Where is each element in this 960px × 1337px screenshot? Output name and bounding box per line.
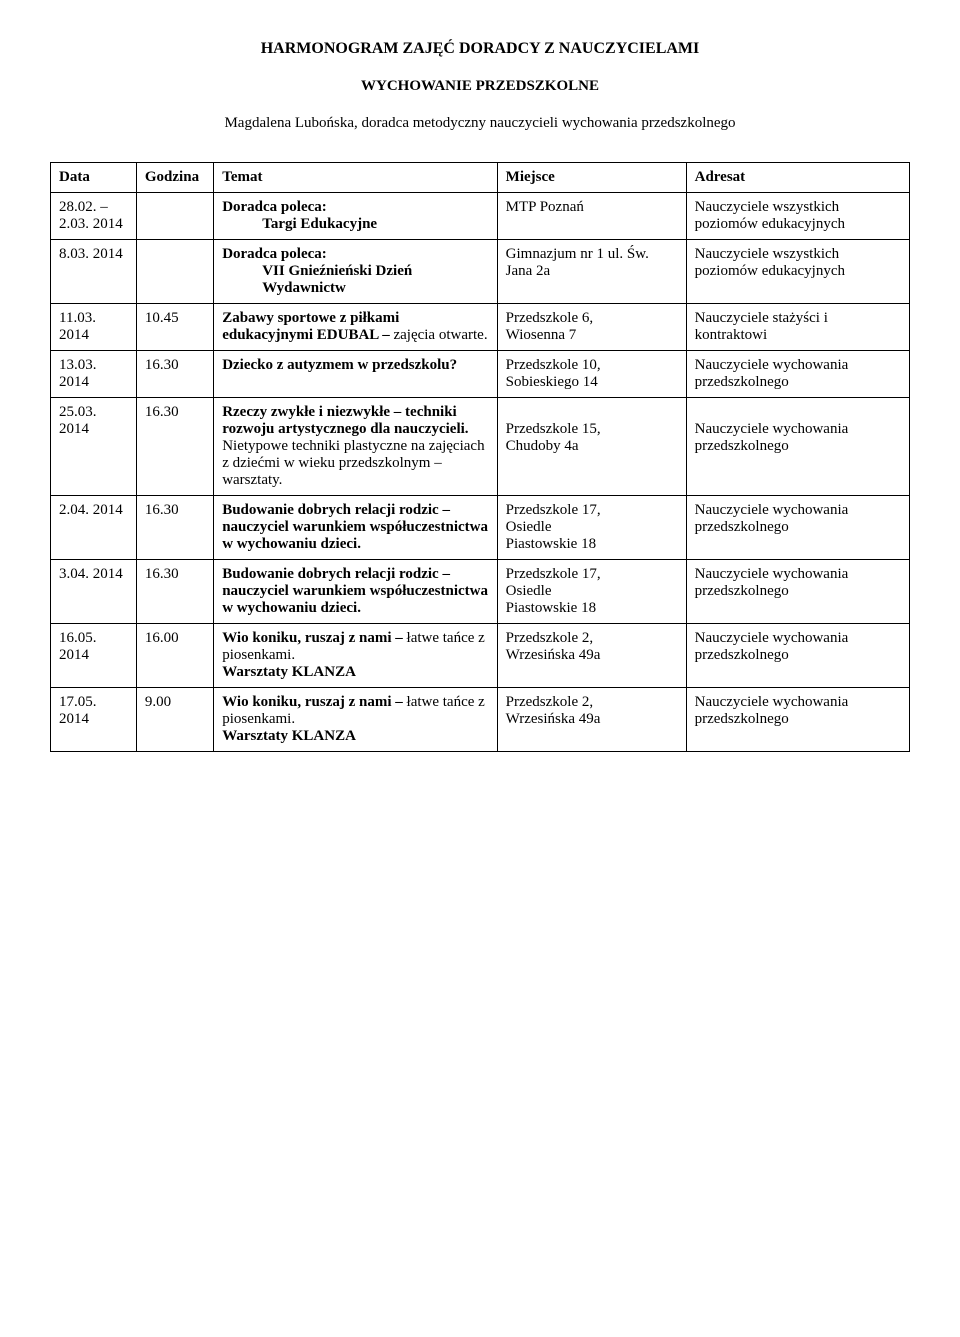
- cell-temat: Zabawy sportowe z piłkami edukacyjnymi E…: [214, 304, 497, 351]
- table-row: 17.05. 2014 9.00 Wio koniku, ruszaj z na…: [51, 688, 910, 752]
- cell-temat: Rzeczy zwykłe i niezwykłe – techniki roz…: [214, 398, 497, 496]
- cell-godzina: [136, 193, 213, 240]
- cell-temat: Doradca poleca: Targi Edukacyjne: [214, 193, 497, 240]
- header-godzina: Godzina: [136, 163, 213, 193]
- cell-miejsce: MTP Poznań: [497, 193, 686, 240]
- table-row: 8.03. 2014 Doradca poleca: VII Gnieźnień…: [51, 240, 910, 304]
- cell-miejsce: Przedszkole 17, Osiedle Piastowskie 18: [497, 560, 686, 624]
- cell-godzina: 16.30: [136, 560, 213, 624]
- cell-date: 3.04. 2014: [51, 560, 137, 624]
- header-adresat: Adresat: [686, 163, 909, 193]
- cell-miejsce: Przedszkole 2, Wrzesińska 49a: [497, 624, 686, 688]
- cell-adresat: Nauczyciele wychowania przedszkolnego: [686, 688, 909, 752]
- miejsce-line: Przedszkole 2,: [506, 630, 593, 646]
- miejsce-line: Sobieskiego 14: [506, 374, 598, 390]
- temat-sub: VII Gnieźnieński Dzień Wydawnictw: [222, 263, 488, 297]
- miejsce-line: Wiosenna 7: [506, 327, 577, 343]
- cell-miejsce: Gimnazjum nr 1 ul. Św. Jana 2a: [497, 240, 686, 304]
- cell-godzina: [136, 240, 213, 304]
- temat-bold: Dziecko z autyzmem w przedszkolu?: [222, 357, 457, 373]
- cell-godzina: 16.00: [136, 624, 213, 688]
- cell-adresat: Nauczyciele wychowania przedszkolnego: [686, 624, 909, 688]
- cell-godzina: 16.30: [136, 398, 213, 496]
- temat-bold2: Warsztaty KLANZA: [222, 728, 356, 744]
- cell-date: 25.03. 2014: [51, 398, 137, 496]
- cell-adresat: Nauczyciele wychowania przedszkolnego: [686, 496, 909, 560]
- miejsce-line: Przedszkole 6,: [506, 310, 593, 326]
- table-row: 3.04. 2014 16.30 Budowanie dobrych relac…: [51, 560, 910, 624]
- page-author: Magdalena Lubońska, doradca metodyczny n…: [50, 115, 910, 132]
- cell-date: 13.03. 2014: [51, 351, 137, 398]
- cell-adresat: Nauczyciele stażyści i kontraktowi: [686, 304, 909, 351]
- cell-temat: Wio koniku, ruszaj z nami – łatwe tańce …: [214, 624, 497, 688]
- temat-bold: Wio koniku, ruszaj z nami –: [222, 694, 403, 710]
- page-subtitle: WYCHOWANIE PRZEDSZKOLNE: [50, 78, 910, 95]
- temat-bold: Budowanie dobrych relacji rodzic – naucz…: [222, 502, 488, 552]
- cell-miejsce: Przedszkole 10, Sobieskiego 14: [497, 351, 686, 398]
- temat-sub: Targi Edukacyjne: [222, 216, 488, 233]
- cell-miejsce: Przedszkole 6, Wiosenna 7: [497, 304, 686, 351]
- temat-bold2: Warsztaty KLANZA: [222, 664, 356, 680]
- cell-godzina: 16.30: [136, 496, 213, 560]
- cell-date: 17.05. 2014: [51, 688, 137, 752]
- header-miejsce: Miejsce: [497, 163, 686, 193]
- cell-temat: Budowanie dobrych relacji rodzic – naucz…: [214, 496, 497, 560]
- cell-adresat: Nauczyciele wychowania przedszkolnego: [686, 351, 909, 398]
- miejsce-line: Osiedle: [506, 519, 552, 535]
- temat-bold: Doradca poleca:: [222, 199, 327, 215]
- cell-adresat: Nauczyciele wszystkich poziomów edukacyj…: [686, 240, 909, 304]
- temat-bold: Doradca poleca:: [222, 246, 327, 262]
- temat-bold: Budowanie dobrych relacji rodzic – naucz…: [222, 566, 488, 616]
- miejsce-line: Chudoby 4a: [506, 438, 579, 454]
- cell-godzina: 16.30: [136, 351, 213, 398]
- cell-miejsce: Przedszkole 15, Chudoby 4a: [497, 398, 686, 496]
- cell-temat: Doradca poleca: VII Gnieźnieński Dzień W…: [214, 240, 497, 304]
- cell-date: 28.02. – 2.03. 2014: [51, 193, 137, 240]
- cell-miejsce: Przedszkole 17, Osiedle Piastowskie 18: [497, 496, 686, 560]
- temat-plain: Nietypowe techniki plastyczne na zajęcia…: [222, 438, 484, 488]
- table-row: 13.03. 2014 16.30 Dziecko z autyzmem w p…: [51, 351, 910, 398]
- temat-bold: Zabawy sportowe z piłkami edukacyjnymi E…: [222, 310, 399, 343]
- cell-temat: Dziecko z autyzmem w przedszkolu?: [214, 351, 497, 398]
- temat-plain: zajęcia otwarte.: [393, 327, 487, 343]
- cell-adresat: Nauczyciele wychowania przedszkolnego: [686, 560, 909, 624]
- header-temat: Temat: [214, 163, 497, 193]
- table-header-row: Data Godzina Temat Miejsce Adresat: [51, 163, 910, 193]
- cell-adresat: Nauczyciele wychowania przedszkolnego: [686, 398, 909, 496]
- cell-date: 2.04. 2014: [51, 496, 137, 560]
- miejsce-line: Wrzesińska 49a: [506, 711, 601, 727]
- table-row: 16.05. 2014 16.00 Wio koniku, ruszaj z n…: [51, 624, 910, 688]
- miejsce-line: Przedszkole 10,: [506, 357, 601, 373]
- temat-bold: Wio koniku, ruszaj z nami –: [222, 630, 403, 646]
- table-row: 28.02. – 2.03. 2014 Doradca poleca: Targ…: [51, 193, 910, 240]
- cell-godzina: 10.45: [136, 304, 213, 351]
- temat-bold: Rzeczy zwykłe i niezwykłe – techniki roz…: [222, 404, 468, 437]
- miejsce-line: Przedszkole 17,: [506, 566, 601, 582]
- miejsce-line: Przedszkole 2,: [506, 694, 593, 710]
- miejsce-line: Piastowskie 18: [506, 600, 596, 616]
- miejsce-line: Piastowskie 18: [506, 536, 596, 552]
- page-title: HARMONOGRAM ZAJĘĆ DORADCY Z NAUCZYCIELAM…: [50, 40, 910, 58]
- cell-adresat: Nauczyciele wszystkich poziomów edukacyj…: [686, 193, 909, 240]
- miejsce-line: Wrzesińska 49a: [506, 647, 601, 663]
- table-row: 11.03. 2014 10.45 Zabawy sportowe z piłk…: [51, 304, 910, 351]
- cell-godzina: 9.00: [136, 688, 213, 752]
- miejsce-line: Osiedle: [506, 583, 552, 599]
- table-row: 25.03. 2014 16.30 Rzeczy zwykłe i niezwy…: [51, 398, 910, 496]
- miejsce-line: Przedszkole 17,: [506, 502, 601, 518]
- cell-miejsce: Przedszkole 2, Wrzesińska 49a: [497, 688, 686, 752]
- schedule-table: Data Godzina Temat Miejsce Adresat 28.02…: [50, 162, 910, 752]
- cell-date: 8.03. 2014: [51, 240, 137, 304]
- cell-date: 16.05. 2014: [51, 624, 137, 688]
- cell-date: 11.03. 2014: [51, 304, 137, 351]
- miejsce-line: Przedszkole 15,: [506, 421, 601, 437]
- cell-temat: Wio koniku, ruszaj z nami – łatwe tańce …: [214, 688, 497, 752]
- adresat-text: Nauczyciele wychowania przedszkolnego: [695, 421, 849, 454]
- header-data: Data: [51, 163, 137, 193]
- cell-temat: Budowanie dobrych relacji rodzic – naucz…: [214, 560, 497, 624]
- table-row: 2.04. 2014 16.30 Budowanie dobrych relac…: [51, 496, 910, 560]
